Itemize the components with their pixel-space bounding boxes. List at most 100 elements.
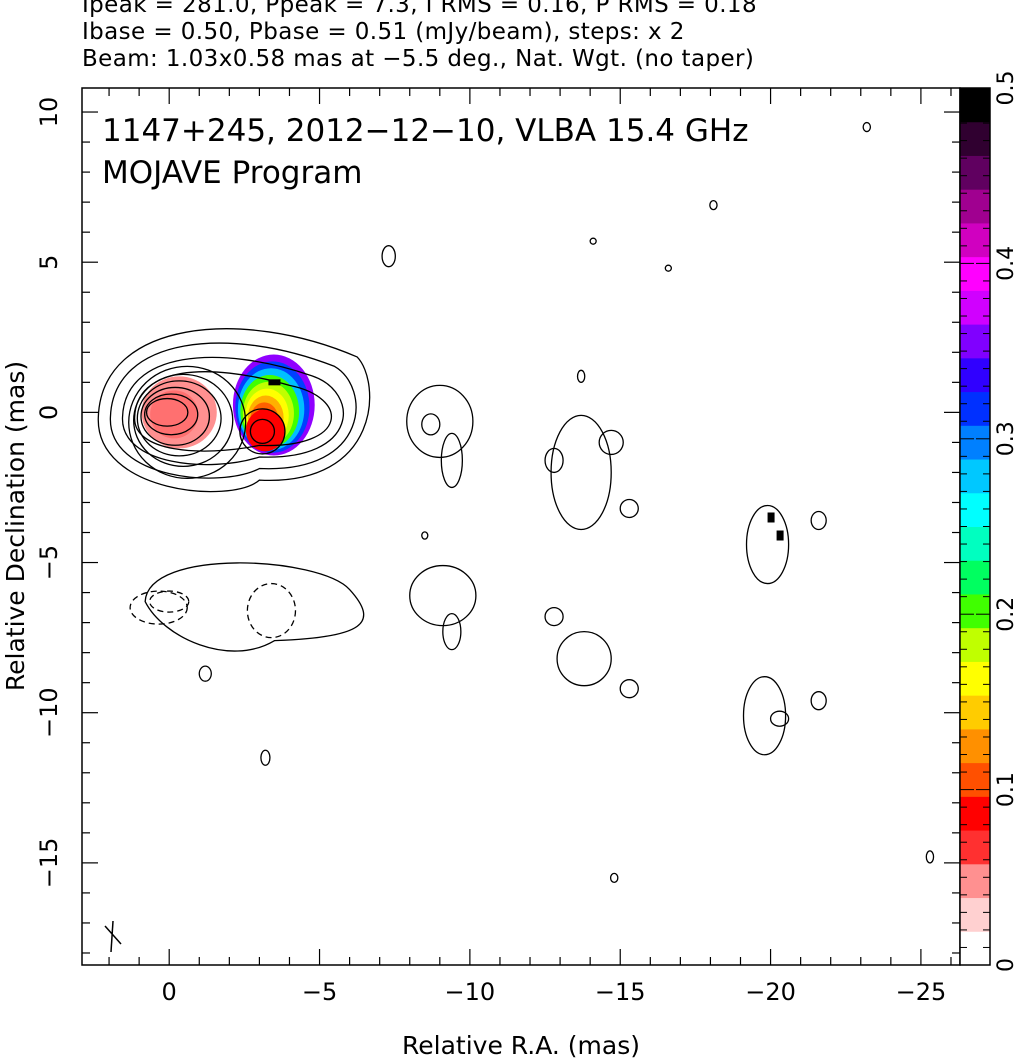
- x-tick-label: 0: [162, 978, 177, 1006]
- core-contour: [145, 397, 189, 427]
- colorbar-tick-label: 0: [994, 958, 1019, 972]
- y-tick-label: −15: [35, 838, 63, 889]
- colorbar-tick-label: 0.1: [994, 772, 1019, 807]
- colorbar-swatch: [960, 189, 990, 224]
- noise-contour: [576, 369, 586, 383]
- map-header: Ipeak = 281.0, Ppeak = 7.3, I RMS = 0.16…: [82, 0, 982, 73]
- colorbar-swatch: [960, 121, 990, 156]
- x-tick-label: −5: [302, 978, 337, 1006]
- jet-contour: [121, 356, 344, 466]
- saturated-pixel: [767, 512, 775, 523]
- colorbar-swatch: [960, 695, 990, 730]
- colorbar-tick-label: 0.2: [994, 597, 1019, 632]
- colorbar-swatch: [960, 897, 990, 932]
- noise-contour: [589, 237, 597, 245]
- noise-contour: [381, 245, 396, 268]
- colorbar-swatch: [960, 863, 990, 899]
- jet-contour: [97, 328, 371, 493]
- noise-contour: [862, 121, 872, 133]
- x-tick-label: −10: [445, 978, 496, 1006]
- noise-contour: [421, 413, 441, 436]
- colorbar-swatch: [960, 391, 990, 426]
- colorbar-tick-label: 0.3: [994, 421, 1019, 456]
- axis-ticks: [82, 88, 960, 965]
- core-contour: [128, 365, 247, 480]
- colorbar-swatch: [960, 593, 990, 629]
- x-tick-label: −25: [896, 978, 947, 1006]
- y-tick-label: −5: [35, 545, 63, 580]
- colorbar-swatch: [960, 796, 990, 831]
- x-tick-label: −15: [595, 978, 646, 1006]
- y-tick-label: 0: [35, 405, 63, 420]
- colorbar-swatch: [960, 357, 990, 393]
- core-contour: [133, 373, 234, 468]
- polarized-noise-contour: [409, 564, 477, 627]
- knot-contour: [249, 418, 276, 445]
- header-line-beam: Beam: 1.03x0.58 mas at −5.5 deg., Nat. W…: [82, 46, 755, 72]
- noise-contour: [544, 447, 564, 474]
- core-contour: [144, 393, 199, 436]
- beam-cross-marker: [104, 920, 122, 953]
- colorbar-swatch: [960, 728, 990, 764]
- colorbar-swatch: [960, 931, 990, 966]
- colorbar-tick-label: 0.4: [994, 246, 1019, 281]
- y-axis-label: Relative Declination (mas): [1, 361, 30, 691]
- polarized-noise-contour: [556, 630, 612, 687]
- polarized-noise-contour: [544, 606, 564, 627]
- colorbar: [960, 88, 990, 966]
- colorbar-swatch: [960, 324, 990, 359]
- core-contour: [136, 380, 222, 457]
- noise-contour: [609, 872, 619, 884]
- polarized-noise-contour: [198, 665, 212, 682]
- plot-frame: [81, 87, 961, 966]
- noise-contour: [598, 429, 624, 456]
- x-tick-label: −20: [745, 978, 796, 1006]
- colorbar-tick-label: 0.5: [994, 71, 1019, 106]
- polarized-noise-contour: [810, 691, 827, 711]
- y-tick-label: 10: [35, 97, 63, 128]
- noise-contour: [709, 199, 718, 211]
- x-axis-label: Relative R.A. (mas): [402, 1031, 640, 1060]
- polarized-flux-dashed-contour: [149, 590, 190, 613]
- y-tick-label: 5: [35, 255, 63, 270]
- polarized-flux-dashed-contour: [129, 590, 188, 625]
- y-tick-label: −10: [35, 687, 63, 738]
- jet-contour: [133, 371, 332, 452]
- tick-labels: 0 −5 −10 −15 −20 −25 10 5 0 −5 −10 −15: [35, 97, 946, 1006]
- knot-contour: [239, 408, 286, 455]
- polarized-noise-contour: [442, 612, 462, 651]
- contour-layer: [97, 121, 935, 884]
- core-contour: [140, 386, 211, 446]
- noise-contour: [745, 504, 790, 585]
- polarized-noise-contour: [925, 850, 935, 864]
- chart-subtitle: MOJAVE Program: [102, 155, 362, 191]
- colorbar-swatch: [960, 256, 990, 291]
- polarized-noise-contour: [260, 749, 271, 766]
- polarized-noise-contour: [619, 679, 639, 699]
- polarized-noise-contour: [742, 676, 787, 756]
- saturated-pixel: [776, 530, 784, 541]
- colorbar-swatch: [960, 560, 990, 595]
- noise-contour: [440, 432, 464, 489]
- noise-contour: [406, 384, 474, 459]
- colorbar-swatch: [960, 425, 990, 460]
- header-line-peaks: Ipeak = 281.0, Ppeak = 7.3, I RMS = 0.16…: [82, 0, 757, 18]
- polarized-flux-contour: [144, 562, 365, 652]
- saturated-pixel: [268, 379, 281, 386]
- noise-contour: [421, 531, 429, 540]
- header-line-base: Ibase = 0.50, Pbase = 0.51 (mJy/beam), s…: [82, 19, 685, 45]
- noise-contour: [810, 510, 827, 531]
- colorbar-ticks: [960, 87, 990, 966]
- chart-title: 1147+245, 2012−12−10, VLBA 15.4 GHz: [102, 113, 748, 149]
- noise-contour: [550, 414, 612, 531]
- colorbar-swatch: [960, 459, 990, 494]
- polarized-knot-dashed-contour: [246, 582, 297, 639]
- colorbar-swatch: [960, 290, 990, 325]
- colorbar-swatch: [960, 155, 990, 190]
- noise-contour: [619, 498, 639, 519]
- noise-contour: [664, 264, 672, 272]
- colorbar-tick-labels: 0 0.1 0.2 0.3 0.4 0.5: [994, 71, 1019, 973]
- colorbar-swatch: [960, 492, 990, 527]
- colorbar-swatch: [960, 762, 990, 797]
